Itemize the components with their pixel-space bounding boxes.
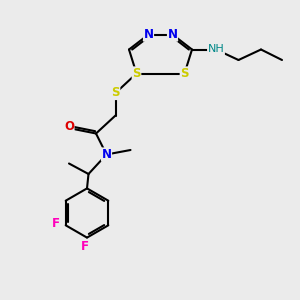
Text: S: S: [180, 67, 189, 80]
Text: S: S: [111, 86, 120, 100]
Text: F: F: [52, 217, 60, 230]
Text: N: N: [101, 148, 112, 161]
Text: N: N: [143, 28, 154, 41]
Text: F: F: [81, 239, 88, 253]
Text: N: N: [167, 28, 178, 41]
Text: S: S: [132, 67, 141, 80]
Text: NH: NH: [208, 44, 224, 55]
Text: O: O: [64, 120, 74, 134]
